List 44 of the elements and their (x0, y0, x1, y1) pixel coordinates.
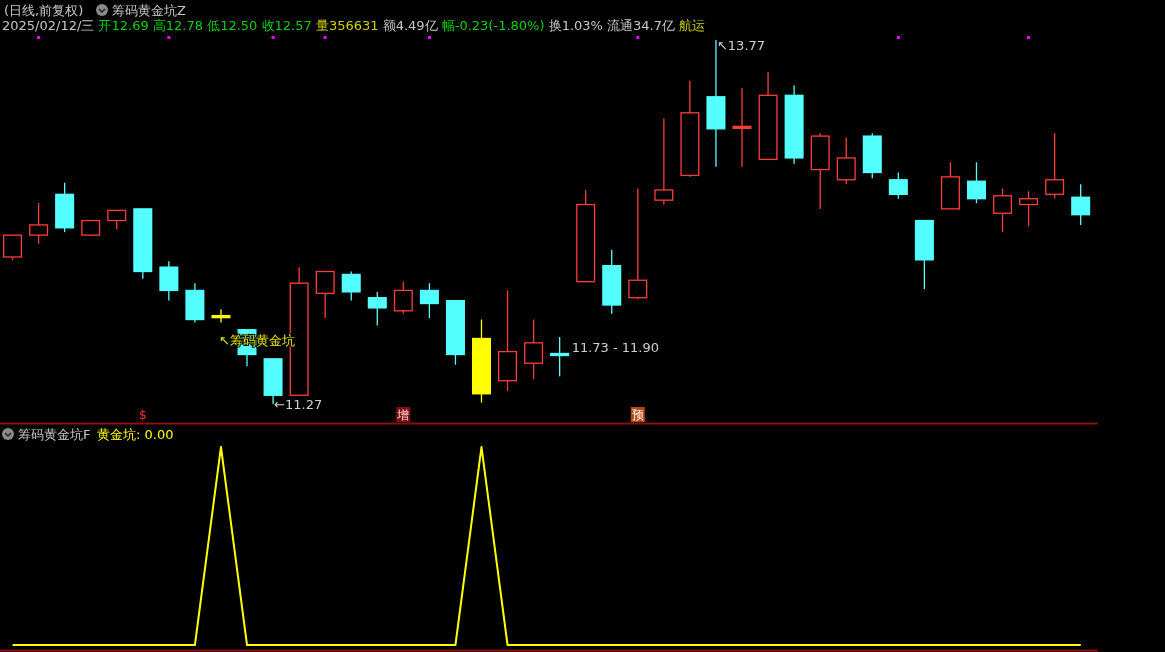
text: 高12.78 (152, 18, 208, 33)
text: 幅-0.23(-1.80%) (441, 18, 549, 33)
annotation: ↖13.77 (716, 38, 766, 53)
text: 预 (631, 408, 644, 422)
candlestick (341, 270, 361, 302)
text: 航运 (679, 18, 710, 33)
candlestick (367, 291, 387, 327)
text: 开12.69 (98, 18, 153, 33)
text: 低12.50 (207, 18, 262, 33)
candlestick (315, 270, 335, 319)
candlestick (654, 117, 674, 206)
candlestick (1019, 190, 1039, 228)
text: 换1.03% (548, 18, 608, 33)
chart-title: 筹码黄金坑F (18, 427, 91, 442)
text: 流通34.7亿 (607, 18, 680, 33)
candlestick (1071, 183, 1091, 226)
candlestick (393, 281, 413, 315)
candlestick (211, 308, 231, 324)
text: $ (138, 408, 147, 422)
text: 量356631 (315, 18, 383, 33)
annotation: ←11.27 (274, 397, 323, 412)
chart-title: (日线,前复权) (4, 3, 84, 18)
candlestick (628, 187, 648, 300)
candlestick (419, 282, 439, 319)
candlestick (29, 202, 49, 245)
candlestick (966, 161, 986, 204)
candlestick (159, 260, 179, 302)
text: : 0.00 (136, 427, 174, 442)
candlestick (524, 318, 544, 380)
candlestick (1045, 132, 1065, 200)
text: 黄金坑 (97, 427, 136, 442)
candlestick (836, 136, 856, 185)
text: 额4.49亿 (382, 18, 442, 33)
candlestick (550, 336, 570, 377)
candlestick (107, 209, 127, 230)
chart-subtitle: 筹码黄金坑Z (112, 3, 186, 18)
text: 2025/02/12/三 (2, 18, 99, 33)
text: 增 (396, 408, 410, 422)
candlestick (993, 187, 1013, 233)
annotation: 11.73 - 11.90 (571, 340, 660, 355)
text: 收12.57 (261, 18, 316, 33)
candlestick (732, 87, 752, 168)
candlestick (3, 234, 23, 261)
candlestick (888, 171, 908, 200)
